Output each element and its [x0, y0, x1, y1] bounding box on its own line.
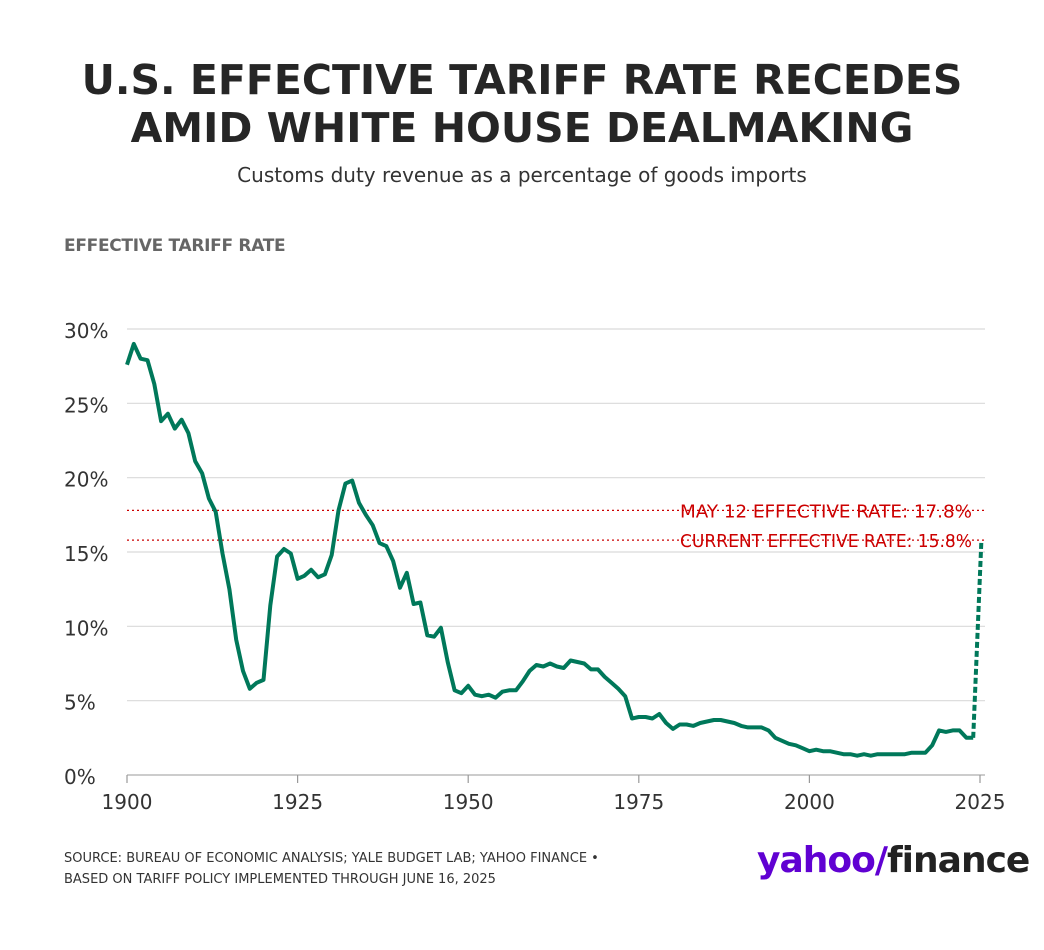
y-tick-label: 10%	[64, 616, 108, 640]
y-tick-label: 30%	[64, 319, 108, 343]
x-tick-label: 1950	[443, 790, 494, 814]
reference-line-label: MAY 12 EFFECTIVE RATE: 17.8%	[680, 501, 972, 522]
y-tick-label: 25%	[64, 393, 108, 417]
series-line-projected	[971, 540, 984, 738]
chart-title-line-1: U.S. EFFECTIVE TARIFF RATE RECEDES	[81, 56, 963, 104]
chart-subtitle: Customs duty revenue as a percentage of …	[237, 163, 807, 187]
source-line-1: SOURCE: BUREAU OF ECONOMIC ANALYSIS; YAL…	[64, 851, 599, 866]
source-note: SOURCE: BUREAU OF ECONOMIC ANALYSIS; YAL…	[64, 848, 599, 890]
logo-finance-text: finance	[887, 840, 1030, 881]
y-tick-label: 5%	[64, 691, 96, 715]
logo-yahoo-text: yahoo/	[757, 840, 888, 881]
series-line-historical	[125, 341, 974, 758]
chart-title-line-2: AMID WHITE HOUSE DEALMAKING	[130, 104, 914, 152]
chart-title: U.S. EFFECTIVE TARIFF RATE RECEDES AMID …	[0, 56, 1044, 152]
x-tick-label: 1925	[272, 790, 323, 814]
reference-line-label: CURRENT EFFECTIVE RATE: 15.8%	[680, 531, 972, 552]
source-line-2: BASED ON TARIFF POLICY IMPLEMENTED THROU…	[64, 872, 496, 887]
y-tick-label: 0%	[64, 765, 96, 789]
y-tick-label: 20%	[64, 468, 108, 492]
yahoo-finance-logo: yahoo/finance	[757, 840, 1030, 881]
x-tick-label: 1900	[102, 790, 153, 814]
y-axis-title: EFFECTIVE TARIFF RATE	[64, 236, 286, 256]
x-tick-label: 1975	[613, 790, 664, 814]
y-tick-label: 15%	[64, 542, 108, 566]
x-tick-label: 2025	[955, 790, 1006, 814]
x-tick-label: 2000	[784, 790, 835, 814]
